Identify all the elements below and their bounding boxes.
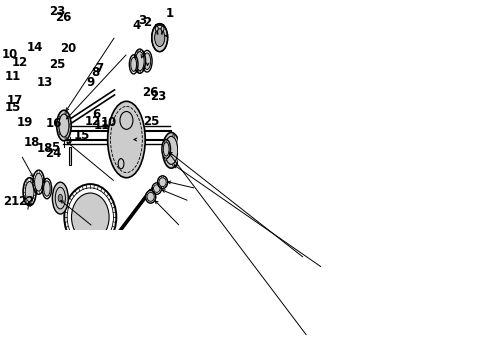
Ellipse shape: [163, 132, 180, 168]
Ellipse shape: [144, 53, 150, 69]
Ellipse shape: [108, 101, 145, 178]
Ellipse shape: [120, 112, 133, 129]
Ellipse shape: [44, 181, 50, 196]
Ellipse shape: [162, 318, 169, 327]
Text: 9: 9: [87, 76, 95, 89]
Text: 18: 18: [24, 136, 40, 149]
Circle shape: [58, 116, 60, 119]
Ellipse shape: [162, 140, 171, 159]
Text: 24: 24: [45, 147, 62, 160]
Circle shape: [165, 158, 166, 161]
Text: 1: 1: [166, 7, 174, 20]
Text: 11: 11: [4, 70, 21, 83]
Text: 17: 17: [7, 94, 24, 107]
Circle shape: [58, 194, 63, 202]
Ellipse shape: [52, 310, 61, 328]
Ellipse shape: [24, 272, 29, 283]
Circle shape: [65, 111, 67, 114]
Ellipse shape: [146, 190, 156, 203]
Text: 5: 5: [50, 141, 59, 154]
Text: 7: 7: [95, 62, 103, 75]
Text: 12: 12: [12, 56, 28, 69]
Text: 21: 21: [3, 195, 20, 208]
Text: 16: 16: [45, 117, 62, 130]
Text: 10: 10: [2, 48, 18, 61]
Ellipse shape: [43, 323, 52, 341]
Ellipse shape: [159, 178, 166, 186]
Text: 23: 23: [150, 90, 167, 103]
Text: 15: 15: [73, 130, 90, 143]
Circle shape: [155, 26, 158, 31]
Ellipse shape: [131, 57, 137, 71]
Text: 15: 15: [4, 101, 21, 114]
Circle shape: [172, 134, 174, 138]
Text: 25: 25: [49, 58, 65, 71]
Bar: [69, 147, 71, 165]
Text: 2: 2: [144, 16, 152, 29]
Text: 8: 8: [91, 66, 99, 80]
Text: 10: 10: [100, 116, 117, 129]
Ellipse shape: [57, 110, 71, 141]
Ellipse shape: [52, 182, 68, 214]
Ellipse shape: [177, 301, 186, 312]
Text: 19: 19: [17, 116, 33, 129]
Circle shape: [65, 137, 67, 140]
Ellipse shape: [152, 24, 168, 51]
Circle shape: [165, 140, 166, 143]
Ellipse shape: [35, 173, 43, 191]
Text: 3: 3: [138, 14, 147, 27]
Text: 25: 25: [144, 115, 160, 128]
Ellipse shape: [21, 293, 27, 301]
Circle shape: [69, 124, 71, 127]
Circle shape: [161, 26, 164, 31]
Text: 6: 6: [92, 108, 100, 121]
Circle shape: [58, 132, 60, 135]
Text: 26: 26: [55, 12, 71, 24]
Text: 26: 26: [142, 86, 158, 99]
Ellipse shape: [25, 181, 34, 202]
Circle shape: [118, 159, 124, 169]
Text: 22: 22: [18, 195, 34, 208]
Text: 11: 11: [94, 119, 110, 132]
Ellipse shape: [72, 193, 109, 242]
Text: 13: 13: [36, 76, 53, 89]
Circle shape: [172, 163, 174, 166]
Text: 18: 18: [36, 142, 53, 155]
Circle shape: [177, 149, 179, 152]
Text: 12: 12: [85, 114, 101, 127]
Text: 20: 20: [60, 42, 76, 55]
Ellipse shape: [155, 29, 165, 46]
Text: 23: 23: [49, 5, 65, 18]
Ellipse shape: [135, 51, 144, 71]
Text: 14: 14: [26, 41, 43, 54]
Text: 4: 4: [133, 19, 141, 32]
Ellipse shape: [153, 185, 160, 192]
